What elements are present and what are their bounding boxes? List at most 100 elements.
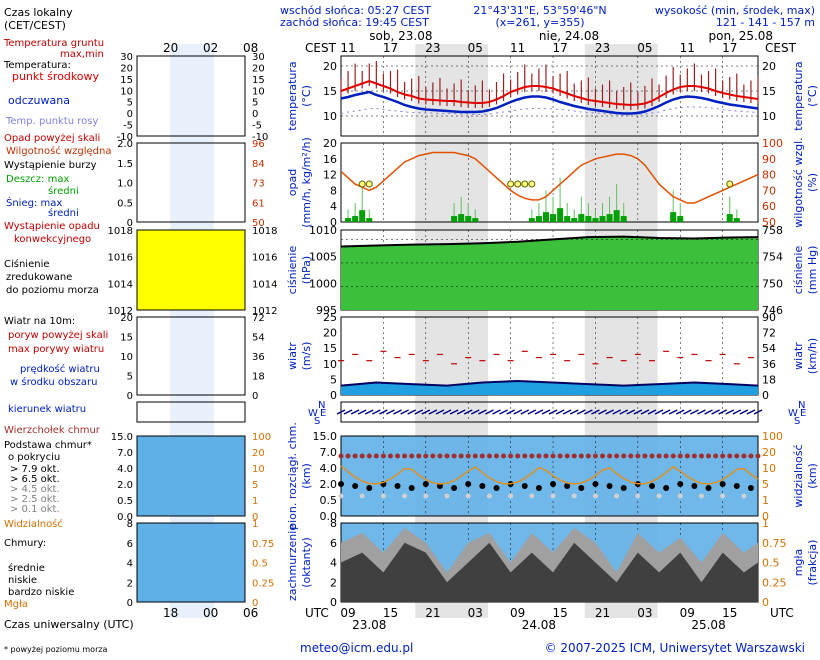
rain-avg-bar bbox=[451, 216, 458, 222]
axis-label-left: zachmurzenie bbox=[286, 524, 299, 601]
legend-tick: 0 bbox=[127, 218, 133, 229]
wind-direction-arrow bbox=[619, 409, 629, 415]
utc-tick: 09 bbox=[340, 606, 355, 620]
legend-tick: 1.0 bbox=[117, 179, 133, 190]
legend-tick: 1.5 bbox=[117, 159, 133, 170]
dew-point-line bbox=[340, 106, 759, 116]
legend-wind-dir: kierunek wiatru bbox=[8, 404, 86, 415]
cloud-top-marker bbox=[451, 453, 457, 459]
cloud-base-marker bbox=[592, 481, 599, 487]
axis-tick: 0 bbox=[330, 216, 337, 229]
legend-tick: 15 bbox=[252, 75, 265, 86]
legend-mid-point: punkt środkowy bbox=[12, 70, 100, 83]
legend-tick: 10 bbox=[120, 352, 133, 363]
rain-avg-bar bbox=[578, 214, 585, 222]
legend-cloud-base-2: o pokryciu bbox=[8, 452, 60, 463]
compass-w-right: W bbox=[788, 408, 798, 419]
legend-tick: 1 bbox=[252, 519, 258, 530]
wind-direction-arrow bbox=[527, 409, 537, 415]
legend-base-frame bbox=[136, 435, 246, 517]
legend-tick: 1014 bbox=[108, 279, 133, 290]
utc-tick: 15 bbox=[383, 606, 398, 620]
legend-tick: 1014 bbox=[252, 279, 277, 290]
cest-label: CEST bbox=[305, 41, 337, 55]
axis-label-right: mgła bbox=[792, 549, 805, 577]
storm-marker bbox=[521, 180, 529, 188]
axis-tick: 0.0 bbox=[320, 510, 338, 523]
legend-tick: 0.5 bbox=[117, 198, 133, 209]
cloud-top-marker bbox=[691, 453, 697, 459]
axis-tick: 20 bbox=[762, 60, 776, 73]
axis-tick: 5 bbox=[762, 478, 769, 491]
cloud-top-marker bbox=[649, 453, 655, 459]
legend-tick: 30 bbox=[252, 52, 265, 63]
rain-avg-bar bbox=[472, 218, 479, 222]
rain-avg-bar bbox=[465, 216, 472, 222]
storm-marker bbox=[514, 180, 522, 188]
legend-tick: 4.0 bbox=[117, 464, 133, 475]
cloud-top-marker bbox=[741, 453, 747, 459]
axis-tick: 0 bbox=[330, 389, 337, 402]
wind-direction-arrow bbox=[513, 409, 523, 415]
utc-date: 24.08 bbox=[522, 618, 556, 632]
axis-label-right: widzialność bbox=[792, 444, 805, 507]
axis-tick: 60 bbox=[762, 200, 776, 213]
legend-cover-frame bbox=[136, 522, 246, 603]
rain-avg-bar bbox=[599, 216, 606, 222]
legend-tick: 1018 bbox=[252, 226, 277, 237]
header-sunset: zachód słońca: 19:45 CEST bbox=[280, 16, 429, 29]
legend-cloud-level: niskie bbox=[8, 575, 37, 586]
cloud-base-marker bbox=[338, 481, 344, 487]
cest-tick: 05 bbox=[637, 41, 652, 55]
legend-tick: 10 bbox=[252, 86, 265, 97]
rain-avg-bar bbox=[677, 216, 684, 222]
night-band bbox=[584, 44, 658, 618]
axis-tick: 54 bbox=[762, 342, 776, 355]
cloud-top-marker bbox=[557, 453, 563, 459]
cloud-top-marker bbox=[444, 453, 450, 459]
cloud-base-marker bbox=[663, 485, 670, 491]
legend-local-hour: 20 bbox=[163, 41, 178, 55]
legend-tick: 5 bbox=[127, 98, 133, 109]
cloud-base-marker bbox=[493, 485, 500, 491]
legend-tick: 0 bbox=[127, 109, 133, 120]
axis-unit-right: (km/h) bbox=[806, 338, 819, 374]
wind-direction-arrow bbox=[449, 409, 459, 415]
cloud-top-marker bbox=[402, 453, 408, 459]
legend-clouds: Chmury: bbox=[4, 538, 46, 549]
legend-local-hour: 08 bbox=[243, 41, 258, 55]
axis-tick: 0.25 bbox=[762, 576, 787, 589]
cloud-base-marker bbox=[677, 481, 684, 487]
rain-avg-bar bbox=[620, 216, 627, 222]
cloud-base-marker bbox=[648, 483, 655, 489]
wind-direction-arrow bbox=[711, 409, 720, 415]
cloud-top-marker bbox=[366, 453, 372, 459]
cloud-top-marker bbox=[380, 453, 386, 459]
legend-tick: 61 bbox=[252, 198, 265, 209]
cloud-top-marker bbox=[713, 453, 719, 459]
legend-visibility: Widzialność bbox=[4, 518, 63, 530]
legend-tick: 1012 bbox=[252, 306, 277, 317]
legend-tick: 0 bbox=[127, 598, 133, 609]
footer-email: meteo@icm.edu.pl bbox=[300, 641, 413, 655]
wind-direction-arrow bbox=[661, 409, 671, 415]
rain-avg-bar bbox=[345, 218, 352, 222]
legend-utc-hour: 18 bbox=[163, 606, 178, 620]
cloud-top-marker bbox=[430, 453, 436, 459]
cloud-top-marker bbox=[684, 453, 690, 459]
legend-tick: -5 bbox=[252, 121, 262, 132]
cloud-top-marker bbox=[522, 453, 528, 459]
axis-label-left: ciśnienie bbox=[286, 246, 299, 295]
cloud-base-marker bbox=[422, 481, 429, 487]
cloud-base-marker bbox=[550, 481, 557, 487]
axis-tick: 5 bbox=[330, 373, 337, 386]
cloud-top-marker bbox=[345, 453, 351, 459]
rain-avg-bar bbox=[528, 218, 535, 222]
legend-tick: 10 bbox=[252, 464, 265, 475]
cloud-top-marker bbox=[734, 453, 740, 459]
wind-direction-arrow bbox=[654, 409, 664, 415]
legend-okt: > 4.5 okt. bbox=[10, 484, 60, 495]
wind-direction-arrow bbox=[478, 409, 487, 415]
utc-label-right: UTC bbox=[770, 606, 794, 620]
cloud-base-marker-light bbox=[698, 493, 704, 499]
